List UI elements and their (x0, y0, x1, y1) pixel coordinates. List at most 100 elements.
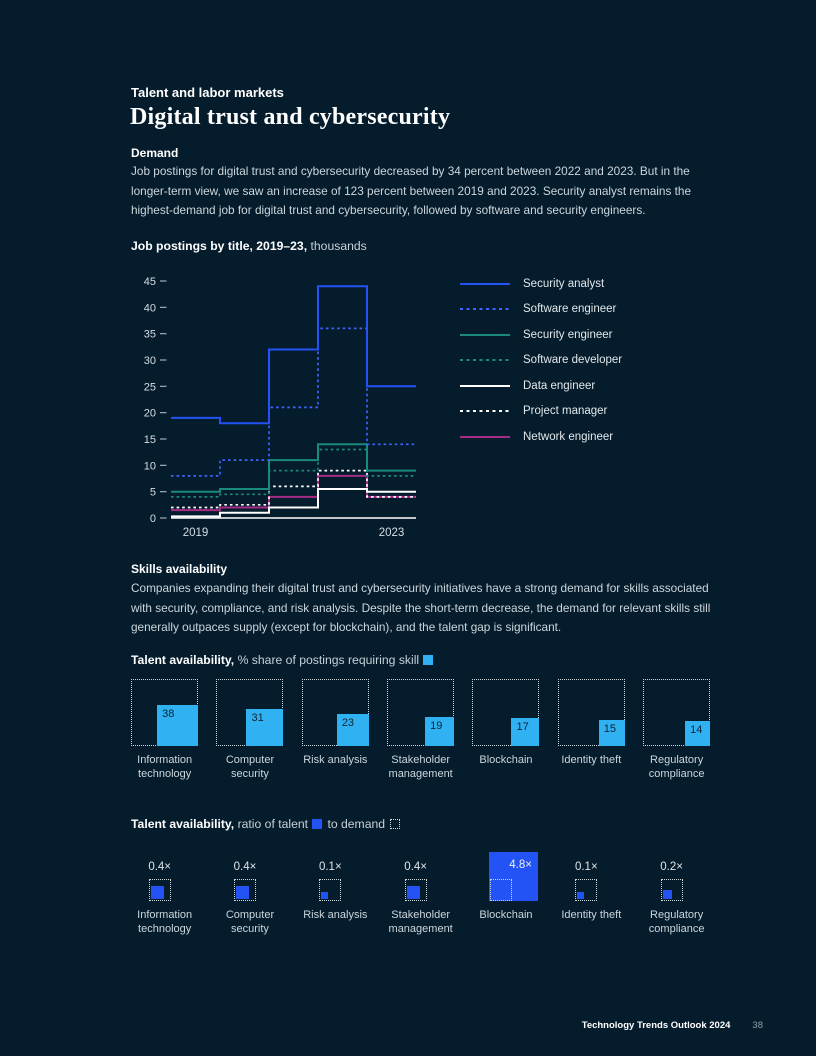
ratio-value: 0.4× (404, 861, 427, 873)
ratio-column-risk-analysis: 0.1× Risk analysis (293, 851, 378, 936)
share-column-regulatory-compliance: 14 Regulatory compliance (634, 679, 719, 781)
share-chart-title-bold: Talent availability, (131, 653, 235, 667)
legend-item-security-engineer: Security engineer (460, 322, 622, 348)
legend-item-software-developer: Software developer (460, 348, 622, 374)
ratio-value: 0.2× (660, 861, 683, 873)
demand-square (660, 879, 683, 901)
y-tick-label: 30 (144, 355, 156, 367)
y-tick-label: 0 (150, 513, 156, 525)
demand-outline-box: 15 (557, 679, 625, 746)
category-label: Blockchain (479, 754, 533, 766)
skills-paragraph: Companies expanding their digital trust … (131, 581, 711, 634)
ratio-chart-title-bold: Talent availability, (131, 817, 235, 831)
ratio-column-blockchain: 4.8× Blockchain (463, 851, 548, 936)
demand-outline-box: 19 (387, 679, 455, 746)
legend-label: Software developer (523, 354, 623, 367)
job-postings-step-chart: 0 5 10 15 20 25 30 35 40 45 2019 2023 (144, 276, 416, 539)
skills-heading: Skills availability (131, 562, 228, 576)
talent-square: 4.8× (488, 852, 538, 901)
job-postings-chart-title-bold: Job postings by title, 2019–23, (131, 239, 308, 253)
talent-square (662, 890, 672, 899)
series-line-security-analyst (171, 285, 416, 425)
demand-outline-box: 17 (472, 679, 540, 746)
x-axis-label: 2019 (183, 527, 209, 539)
legend-label: Project manager (523, 405, 608, 418)
legend-swatch-software-developer (460, 359, 510, 362)
share-column-information-technology: 38 Information technology (122, 679, 207, 781)
ratio-square-group: 0.4× (122, 851, 207, 901)
series-line-data-engineer (171, 488, 416, 518)
demand-square (575, 879, 598, 901)
skill-share-square: 23 (336, 714, 369, 746)
legend-swatch-software-engineer (460, 308, 510, 311)
ratio-column-information-technology: 0.4× Information technology (122, 851, 207, 936)
share-chart-title: Talent availability, % share of postings… (131, 653, 434, 667)
talent-square (235, 886, 249, 899)
section-eyebrow: Talent and labor markets (131, 85, 284, 100)
skill-share-square: 31 (246, 709, 284, 746)
legend-label: Software engineer (523, 303, 617, 316)
series-line-network-engineer (171, 474, 416, 512)
y-tick-label: 25 (144, 381, 156, 393)
ratio-chart-title-talent: ratio of talent (237, 817, 309, 831)
legend-swatch-project-manager (460, 410, 510, 413)
y-tick-label: 35 (144, 329, 156, 341)
ratio-value: 4.8× (509, 859, 532, 871)
category-label: Information technology (137, 909, 193, 935)
legend-swatch-data-engineer (460, 384, 510, 387)
skill-share-value: 19 (430, 720, 443, 732)
category-label: Regulatory compliance (648, 909, 705, 935)
category-label: Computer security (225, 754, 275, 780)
ratio-square-group: 0.2× (634, 851, 719, 901)
category-label: Risk analysis (303, 909, 368, 921)
legend-label: Network engineer (523, 430, 614, 443)
ratio-value: 0.4× (233, 861, 257, 873)
ratio-square-group: 0.4× (207, 851, 292, 901)
page-title: Digital trust and cybersecurity (130, 104, 451, 130)
talent-swatch-icon (312, 819, 323, 829)
ratio-chart-title-demand: to demand (327, 817, 386, 831)
legend-item-data-engineer: Data engineer (460, 373, 622, 399)
job-postings-chart-title-unit: thousands (310, 239, 367, 253)
series-line-security-engineer (171, 443, 416, 493)
talent-square (406, 886, 420, 899)
talent-square (321, 892, 329, 899)
ratio-square-group: 0.4× (378, 851, 463, 901)
demand-outline-box: 38 (131, 679, 199, 746)
share-squares-chart: 38 Information technology 31 Computer secur… (122, 679, 720, 781)
demand-square (233, 879, 256, 901)
ratio-value: 0.4× (148, 861, 172, 873)
category-label: Regulatory compliance (648, 754, 705, 780)
y-tick-label: 20 (144, 408, 156, 420)
ratio-column-stakeholder-management: 0.4× Stakeholder management (378, 851, 463, 936)
ratio-chart-title: Talent availability, ratio of talent to … (131, 817, 401, 831)
ratio-column-computer-security: 0.4× Computer security (207, 851, 292, 936)
skill-share-square: 17 (511, 718, 540, 746)
category-label: Information technology (137, 754, 193, 780)
skill-share-value: 31 (251, 712, 264, 724)
job-postings-chart-title: Job postings by title, 2019–23, thousand… (131, 239, 367, 253)
ratio-value: 0.1× (318, 861, 342, 873)
series-line-software-developer (171, 448, 416, 498)
legend-item-software-engineer: Software engineer (460, 297, 622, 323)
demand-paragraph: Job postings for digital trust and cyber… (131, 164, 692, 217)
skill-share-value: 17 (516, 721, 529, 733)
y-tick-label: 40 (144, 302, 156, 314)
ratio-column-identity-theft: 0.1× Identity theft (549, 851, 634, 936)
share-column-stakeholder-management: 19 Stakeholder management (378, 679, 463, 781)
skill-share-square: 19 (425, 717, 455, 746)
y-tick-label: 15 (144, 434, 156, 446)
category-label: Computer security (225, 909, 275, 935)
legend-label: Security engineer (523, 328, 613, 341)
demand-swatch-icon (390, 819, 401, 829)
demand-outline-box: 23 (301, 679, 369, 746)
share-column-blockchain: 17 Blockchain (463, 679, 548, 781)
demand-square (489, 879, 512, 901)
ratio-value: 0.1× (574, 861, 598, 873)
share-column-identity-theft: 15 Identity theft (549, 679, 634, 781)
skill-share-square: 15 (598, 720, 625, 746)
legend-swatch-security-analyst (460, 282, 510, 285)
ratio-column-regulatory-compliance: 0.2× Regulatory compliance (634, 851, 719, 936)
y-tick-label: 45 (144, 276, 156, 288)
